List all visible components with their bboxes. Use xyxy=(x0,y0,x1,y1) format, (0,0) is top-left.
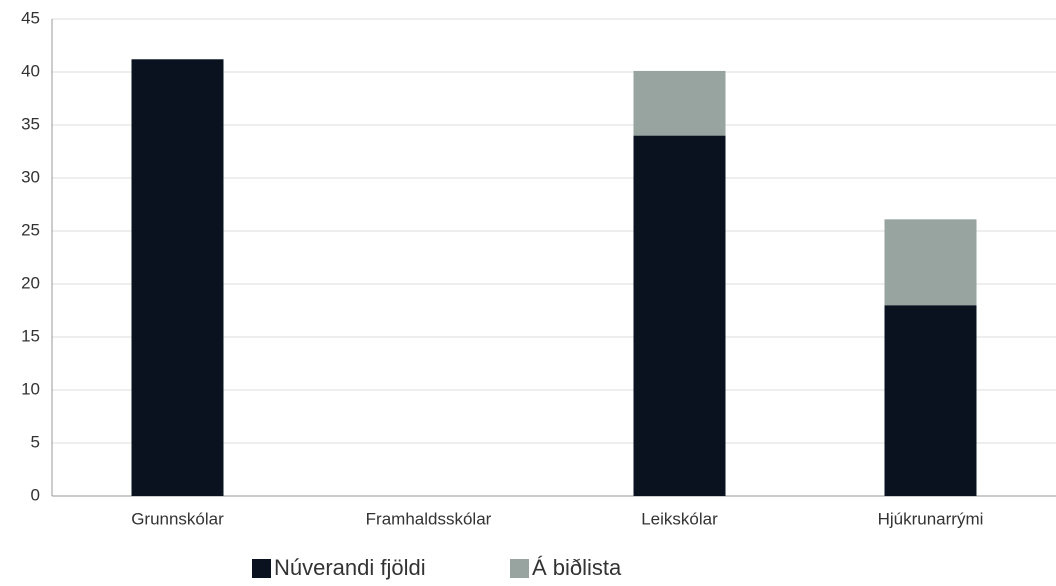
bar-segment xyxy=(884,305,977,496)
bar-segment xyxy=(633,70,726,136)
y-tick-label: 0 xyxy=(31,485,40,504)
x-tick-label: Hjúkrunarrými xyxy=(878,509,984,528)
y-tick-label: 5 xyxy=(31,432,40,451)
y-tick-label: 10 xyxy=(21,379,40,398)
bar-segment xyxy=(633,135,726,496)
y-tick-label: 30 xyxy=(21,167,40,186)
legend-label: Á biðlista xyxy=(532,555,622,580)
x-tick-label: Framhaldsskólar xyxy=(366,509,492,528)
y-tick-label: 20 xyxy=(21,273,40,292)
y-tick-label: 25 xyxy=(21,220,40,239)
y-tick-label: 40 xyxy=(21,61,40,80)
legend-swatch xyxy=(252,559,271,578)
legend-swatch xyxy=(510,559,529,578)
x-tick-label: Grunnskólar xyxy=(131,509,224,528)
y-tick-label: 35 xyxy=(21,114,40,133)
y-tick-label: 15 xyxy=(21,326,40,345)
legend-label: Núverandi fjöldi xyxy=(274,555,426,580)
bar-segment xyxy=(884,219,977,306)
y-tick-label: 45 xyxy=(21,8,40,27)
bar-segment xyxy=(131,59,224,496)
x-tick-label: Leikskólar xyxy=(641,509,718,528)
